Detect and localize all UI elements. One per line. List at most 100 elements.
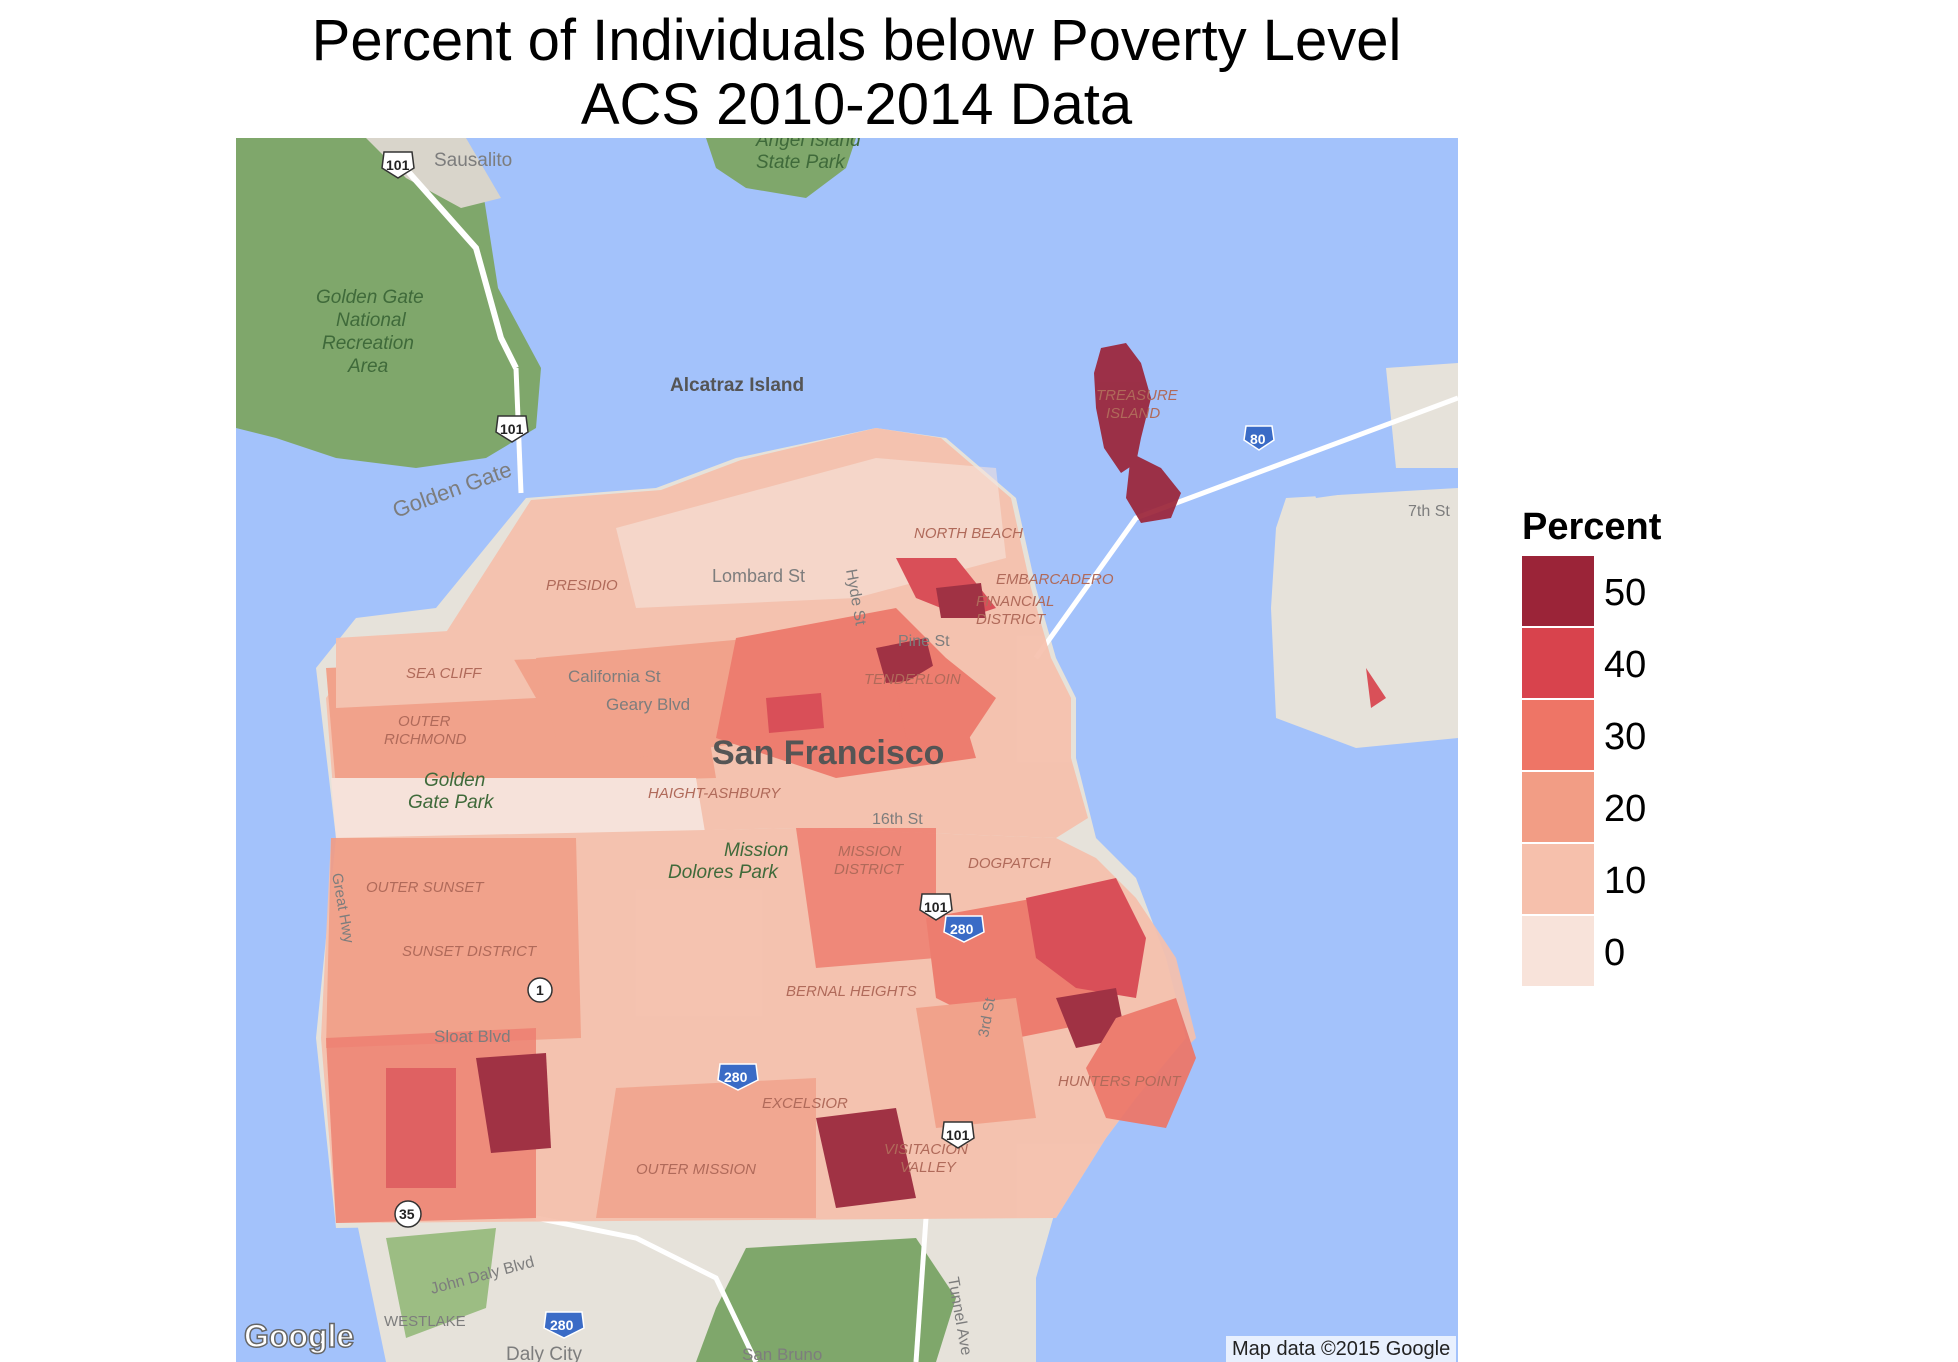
highway-280 (535, 1215, 759, 1362)
east-bay-pier (1386, 363, 1458, 468)
label-ggnra-3: Recreation (322, 333, 414, 354)
i280-shield-south: 280 (543, 1311, 585, 1339)
tract-soma (896, 658, 996, 758)
label-dogpatch: DOGPATCH (968, 855, 1051, 872)
tract-mission (796, 828, 936, 968)
tract-western-addition (536, 638, 776, 758)
label-daly-city: Daly City (506, 1344, 583, 1362)
shield-label-101-a: 101 (386, 157, 410, 173)
bay-bridge (1033, 395, 1458, 660)
tract-sea-cliff (336, 628, 536, 708)
san-bruno-mountain (696, 1238, 956, 1362)
legend-swatch (1522, 916, 1594, 988)
tract-lakeshore (386, 1068, 456, 1188)
title-line-2: ACS 2010-2014 Data (580, 72, 1133, 137)
legend-swatch (1522, 772, 1594, 844)
i80-shield: 80 (1243, 425, 1275, 451)
tract-visitacion (916, 998, 1036, 1128)
tract-bayview (1026, 878, 1146, 998)
legend-swatch (1522, 700, 1594, 772)
shield-label-80: 80 (1250, 431, 1266, 447)
tract-tenderloin-2 (876, 638, 936, 683)
label-san-francisco: San Francisco (712, 734, 944, 772)
south-park-west (386, 1228, 496, 1338)
label-mission-district-1: MISSION (838, 843, 902, 860)
map-attribution[interactable]: Map data ©2015 Google (1226, 1336, 1457, 1362)
legend-label: 20 (1604, 788, 1647, 830)
label-san-bruno: San Bruno (742, 1345, 822, 1362)
east-bay-land (1271, 488, 1458, 748)
label-16th: 16th St (872, 811, 923, 828)
label-outer-richmond-1: OUTER (398, 713, 451, 730)
legend-label: 30 (1604, 716, 1647, 758)
label-bernal: BERNAL HEIGHTS (786, 983, 917, 1000)
label-financial-2: DISTRICT (976, 611, 1047, 628)
legend-label: 0 (1604, 932, 1626, 974)
label-haight: HAIGHT-ASHBURY (648, 785, 781, 802)
label-alcatraz: Alcatraz Island (670, 375, 804, 396)
label-ggnra-4: Area (347, 356, 388, 377)
tract-financial (936, 583, 986, 618)
tract-tenderloin-1 (766, 693, 824, 733)
highway-101-marin (393, 156, 519, 370)
label-treasure-island-1: TREASURE (1096, 387, 1179, 404)
legend-swatch (1522, 556, 1594, 628)
label-ggnra-2: National (336, 310, 406, 331)
label-north-beach: NORTH BEACH (914, 525, 1023, 542)
us101-shield-south: 101 (919, 893, 953, 921)
label-california: California St (568, 667, 661, 686)
label-excelsior: EXCELSIOR (762, 1095, 848, 1112)
tract-yerba-buena (1126, 453, 1181, 523)
shield-label-101-c: 101 (924, 899, 948, 915)
legend-swatch (1522, 628, 1594, 700)
shield-label-280-a: 280 (950, 921, 974, 937)
label-outer-sunset: OUTER SUNSET (366, 879, 485, 896)
shield-label-280-b: 280 (724, 1069, 748, 1085)
label-sea-cliff: SEA CLIFF (406, 665, 482, 682)
label-pine: Pine St (898, 633, 950, 650)
shield-label-1: 1 (536, 982, 544, 998)
tract-excelsior (596, 1078, 816, 1218)
us101-shield-sausalito: 101 (381, 151, 415, 179)
label-westlake: WESTLAKE (384, 1313, 466, 1330)
label-mission-dolores-2: Dolores Park (668, 862, 779, 883)
tract-sunset (326, 838, 581, 1048)
label-ggnra-1: Golden Gate (316, 287, 424, 308)
google-logo[interactable]: Google (243, 1317, 355, 1355)
tract-park-merced (476, 1053, 551, 1153)
label-tenderloin: TENDERLOIN (864, 671, 961, 688)
label-gg-park-2: Gate Park (408, 792, 495, 813)
tract-hunters-point (1086, 998, 1196, 1128)
shield-label-101-b: 101 (500, 421, 524, 437)
label-geary: Geary Blvd (606, 695, 690, 714)
i280-shield-mid: 280 (717, 1063, 759, 1091)
us101-shield-gg: 101 (495, 415, 529, 443)
shield-label-101-d: 101 (946, 1127, 970, 1143)
label-financial-1: FINANCIAL (976, 593, 1054, 610)
label-hunters-point: HUNTERS POINT (1058, 1073, 1182, 1090)
legend-label: 40 (1604, 644, 1647, 686)
legend-swatch (1522, 844, 1594, 916)
label-lombard: Lombard St (712, 566, 805, 586)
map-canvas[interactable]: Sausalito Angel Island State Park Golden… (236, 138, 1458, 1362)
label-sloat: Sloat Blvd (434, 1027, 511, 1046)
angel-island (706, 138, 856, 198)
ca1-shield: 1 (527, 977, 553, 1003)
label-sunset-district: SUNSET DISTRICT (402, 943, 538, 960)
marin-headlands (236, 138, 541, 468)
shield-label-35: 35 (399, 1206, 415, 1222)
label-treasure-island-2: ISLAND (1106, 405, 1160, 422)
us101-shield-bayview: 101 (941, 1121, 975, 1149)
label-gg-park-1: Golden (424, 770, 485, 791)
ca35-shield: 35 (394, 1200, 422, 1228)
title-line-1: Percent of Individuals below Poverty Lev… (311, 8, 1402, 73)
label-sausalito: Sausalito (434, 150, 512, 171)
label-visitacion-1: VISITACION (884, 1141, 968, 1158)
tract-treasure-island (1094, 343, 1151, 473)
label-3rd-st: 3rd St (975, 996, 999, 1039)
tract-east-bay (1366, 668, 1386, 708)
label-embarcadero: EMBARCADERO (996, 571, 1114, 588)
label-visitacion-2: VALLEY (900, 1159, 957, 1176)
label-presidio: PRESIDIO (546, 577, 618, 594)
label-outer-mission: OUTER MISSION (636, 1161, 756, 1178)
